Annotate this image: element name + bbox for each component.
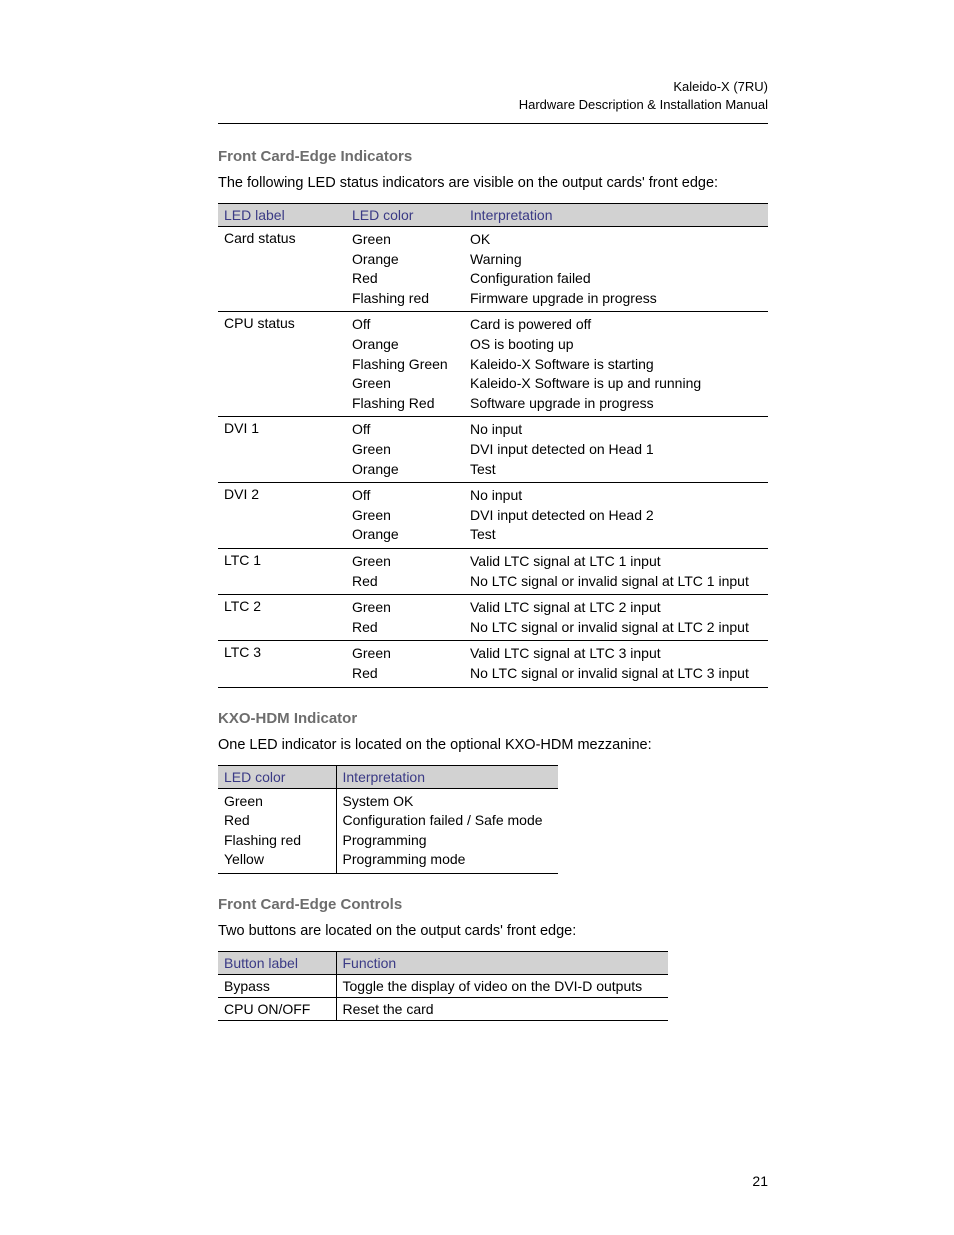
cell-led-color: OffOrangeFlashing GreenGreenFlashing Red [346,312,464,417]
cell-button-label: Bypass [218,974,336,997]
cell-led-label: LTC 1 [218,549,346,595]
table-row: CPU ON/OFFReset the card [218,997,668,1020]
cell-interpretation: Card is powered offOS is booting upKalei… [464,312,768,417]
cell-interpretation: OKWarningConfiguration failedFirmware up… [464,227,768,312]
section-title-front-edge: Front Card-Edge Indicators [218,148,768,165]
col-led-color: LED color [346,204,464,227]
cell-led-color: GreenRed [346,595,464,641]
header-product: Kaleido-X (7RU) [218,78,768,96]
col-led-color: LED color [218,765,336,788]
section-title-kxo: KXO-HDM Indicator [218,710,768,727]
cell-led-label: LTC 3 [218,641,346,687]
col-interpretation: Interpretation [336,765,558,788]
table-row: DVI 2OffGreenOrangeNo inputDVI input det… [218,483,768,549]
table-header-row: LED color Interpretation [218,765,558,788]
table-header-row: Button label Function [218,951,668,974]
table-row: CPU statusOffOrangeFlashing GreenGreenFl… [218,312,768,417]
col-button-label: Button label [218,951,336,974]
cell-led-label: Card status [218,227,346,312]
cell-led-color: OffGreenOrange [346,483,464,549]
cell-interpretation: Valid LTC signal at LTC 1 inputNo LTC si… [464,549,768,595]
col-function: Function [336,951,668,974]
table-row: DVI 1OffGreenOrangeNo inputDVI input det… [218,417,768,483]
table-row: LTC 3GreenRedValid LTC signal at LTC 3 i… [218,641,768,687]
table-kxo: LED color Interpretation GreenRedFlashin… [218,765,558,874]
table-row: LTC 2GreenRedValid LTC signal at LTC 2 i… [218,595,768,641]
cell-led-color: GreenOrangeRedFlashing red [346,227,464,312]
cell-led-label: DVI 2 [218,483,346,549]
cell-led-color: GreenRedFlashing redYellow [218,788,336,873]
cell-led-label: LTC 2 [218,595,346,641]
cell-interpretation: Valid LTC signal at LTC 2 inputNo LTC si… [464,595,768,641]
page-header: Kaleido-X (7RU) Hardware Description & I… [218,78,768,113]
cell-function: Reset the card [336,997,668,1020]
table-row: Card statusGreenOrangeRedFlashing redOKW… [218,227,768,312]
intro-kxo: One LED indicator is located on the opti… [218,737,768,753]
cell-interpretation: System OKConfiguration failed / Safe mod… [336,788,558,873]
cell-led-color: GreenRed [346,641,464,687]
cell-button-label: CPU ON/OFF [218,997,336,1020]
table-header-row: LED label LED color Interpretation [218,204,768,227]
table-row: BypassToggle the display of video on the… [218,974,668,997]
table-front-edge: LED label LED color Interpretation Card … [218,203,768,687]
header-rule [218,123,768,124]
cell-led-color: OffGreenOrange [346,417,464,483]
cell-function: Toggle the display of video on the DVI-D… [336,974,668,997]
intro-controls: Two buttons are located on the output ca… [218,923,768,939]
table-row: LTC 1GreenRedValid LTC signal at LTC 1 i… [218,549,768,595]
cell-interpretation: No inputDVI input detected on Head 2Test [464,483,768,549]
page: Kaleido-X (7RU) Hardware Description & I… [0,0,954,1235]
table-controls: Button label Function BypassToggle the d… [218,951,668,1021]
cell-interpretation: No inputDVI input detected on Head 1Test [464,417,768,483]
header-doc-title: Hardware Description & Installation Manu… [218,96,768,114]
col-interpretation: Interpretation [464,204,768,227]
cell-led-label: CPU status [218,312,346,417]
col-led-label: LED label [218,204,346,227]
page-number: 21 [752,1173,768,1189]
intro-front-edge: The following LED status indicators are … [218,175,768,191]
cell-led-color: GreenRed [346,549,464,595]
cell-led-label: DVI 1 [218,417,346,483]
table-row: GreenRedFlashing redYellow System OKConf… [218,788,558,873]
cell-interpretation: Valid LTC signal at LTC 3 inputNo LTC si… [464,641,768,687]
section-title-controls: Front Card-Edge Controls [218,896,768,913]
